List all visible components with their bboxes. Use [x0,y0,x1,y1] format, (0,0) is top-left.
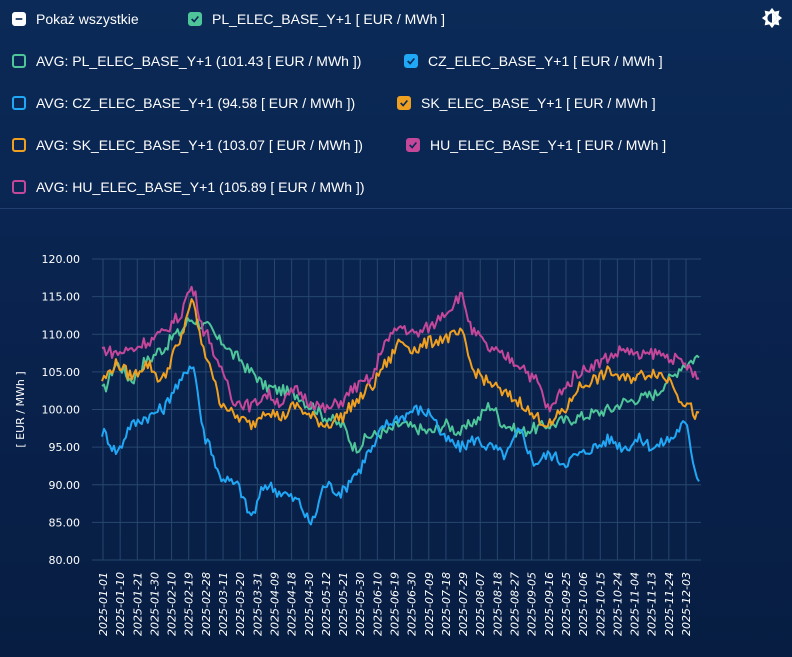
x-tick-label: 2025-05-12 [320,572,333,636]
x-tick-label: 2025-03-31 [251,572,264,636]
checkbox-checked-icon [188,12,202,26]
checkbox-empty-icon [12,54,26,68]
y-tick-label: 80.00 [49,554,81,567]
minus-checkbox-icon [12,12,26,26]
brightness-icon[interactable] [761,7,783,29]
x-tick-label: 2025-10-06 [577,572,590,636]
checkbox-empty-icon [12,96,26,110]
x-tick-label: 2025-03-11 [217,572,230,636]
x-tick-label: 2025-05-21 [337,572,350,636]
x-tick-label: 2025-11-24 [663,572,676,636]
x-tick-label: 2025-01-01 [97,572,110,636]
legend-item-7[interactable]: AVG: HU_ELEC_BASE_Y+1 (105.89 [ EUR / MW… [12,179,364,195]
x-tick-label: 2025-06-10 [371,572,384,636]
x-tick-label: 2025-07-18 [440,572,453,636]
x-tick-label: 2025-05-30 [354,572,367,636]
line-chart: 80.00 85.00 90.00 95.00 100.00 105.00 110.00 11… [14,253,701,636]
legend-label: AVG: HU_ELEC_BASE_Y+1 (105.89 [ EUR / MW… [36,179,365,195]
legend-item-3[interactable]: AVG: CZ_ELEC_BASE_Y+1 (94.58 [ EUR / MWh… [12,95,355,111]
x-tick-label: 2025-06-19 [389,572,402,636]
legend-label: PL_ELEC_BASE_Y+1 [ EUR / MWh ] [212,11,446,27]
checkbox-empty-icon [12,138,26,152]
x-tick-label: 2025-09-16 [543,572,556,636]
x-tick-label: 2025-06-30 [406,572,419,636]
legend-item-0[interactable]: PL_ELEC_BASE_Y+1 [ EUR / MWh ] [188,11,445,27]
legend-item-1[interactable]: AVG: PL_ELEC_BASE_Y+1 (101.43 [ EUR / MW… [12,53,361,69]
y-tick-label: 110.00 [42,328,81,341]
x-tick-label: 2025-09-05 [526,572,539,636]
legend-label: HU_ELEC_BASE_Y+1 [ EUR / MWh ] [430,137,667,153]
x-tick-label: 2025-01-30 [148,572,161,636]
x-tick-label: 2025-10-24 [611,572,624,636]
legend-label: AVG: SK_ELEC_BASE_Y+1 (103.07 [ EUR / MW… [36,137,363,153]
series-line-0 [101,317,700,454]
x-tick-label: 2025-08-27 [509,572,522,636]
series-line-1 [101,365,700,526]
legend-label: AVG: CZ_ELEC_BASE_Y+1 (94.58 [ EUR / MWh… [36,95,356,111]
x-tick-label: 2025-10-15 [594,572,607,636]
y-tick-label: 100.00 [42,404,81,417]
y-tick-label: 120.00 [42,253,81,266]
y-axis-label: [ EUR / MWh ] [14,371,27,447]
checkbox-empty-icon [12,180,26,194]
legend-label: SK_ELEC_BASE_Y+1 [ EUR / MWh ] [421,95,656,111]
x-tick-label: 2025-11-13 [646,572,659,636]
x-tick-label: 2025-09-25 [560,572,573,636]
x-tick-label: 2025-11-04 [629,572,642,636]
x-tick-label: 2025-01-10 [114,572,127,636]
x-tick-label: 2025-01-21 [131,572,144,636]
x-tick-label: 2025-08-18 [491,572,504,636]
y-tick-label: 85.00 [49,516,81,529]
legend-label: AVG: PL_ELEC_BASE_Y+1 (101.43 [ EUR / MW… [36,53,362,69]
checkbox-checked-icon [397,96,411,110]
y-tick-label: 95.00 [49,441,81,454]
x-tick-label: 2025-08-07 [474,572,487,636]
legend-item-2[interactable]: CZ_ELEC_BASE_Y+1 [ EUR / MWh ] [404,53,663,69]
y-tick-label: 105.00 [42,366,81,379]
x-tick-label: 2025-04-09 [268,572,281,636]
show-all-toggle[interactable]: Pokaż wszystkie [12,11,139,27]
x-tick-label: 2025-03-20 [234,572,247,636]
legend-item-5[interactable]: AVG: SK_ELEC_BASE_Y+1 (103.07 [ EUR / MW… [12,137,363,153]
x-tick-label: 2025-07-09 [423,572,436,636]
legend-label: CZ_ELEC_BASE_Y+1 [ EUR / MWh ] [428,53,663,69]
x-tick-label: 2025-02-19 [183,572,196,636]
x-tick-label: 2025-02-28 [200,572,213,636]
x-tick-label: 2025-07-29 [457,572,470,636]
x-tick-label: 2025-04-18 [286,572,299,636]
checkbox-checked-icon [404,54,418,68]
checkbox-checked-icon [406,138,420,152]
series-line-3 [101,285,700,414]
y-tick-label: 115.00 [42,291,81,304]
legend-item-4[interactable]: SK_ELEC_BASE_Y+1 [ EUR / MWh ] [397,95,656,111]
x-tick-label: 2025-02-10 [166,572,179,636]
series-line-2 [101,298,700,431]
x-tick-label: 2025-04-30 [303,572,316,636]
legend-item-6[interactable]: HU_ELEC_BASE_Y+1 [ EUR / MWh ] [406,137,666,153]
y-tick-label: 90.00 [49,479,81,492]
legend: Pokaż wszystkie PL_ELEC_BASE_Y+1 [ EUR /… [0,0,792,209]
show-all-label: Pokaż wszystkie [36,11,139,27]
x-tick-label: 2025-12-03 [680,572,693,636]
